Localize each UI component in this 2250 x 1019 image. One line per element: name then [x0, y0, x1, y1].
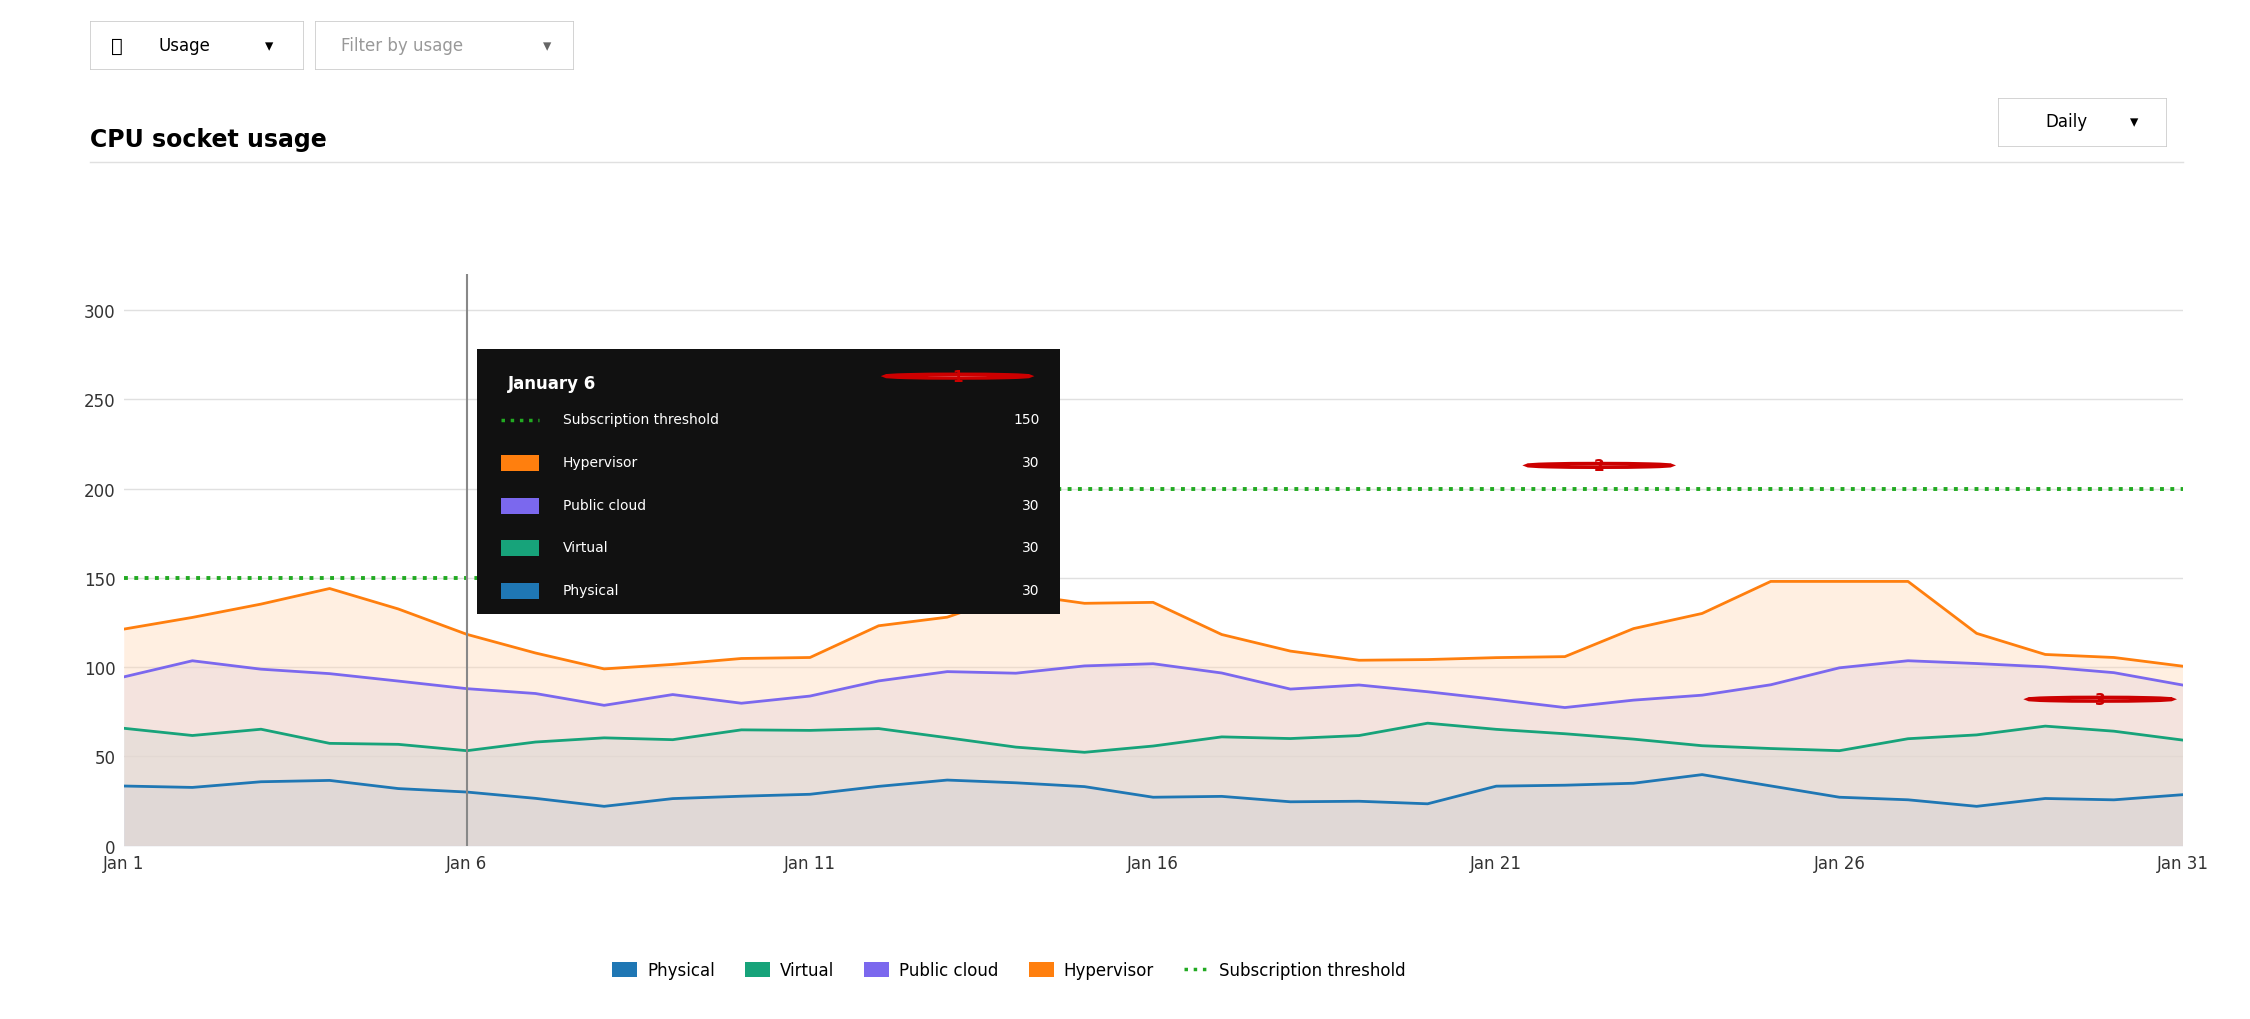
- Bar: [502, 541, 540, 556]
- Text: Filter by usage: Filter by usage: [342, 37, 464, 55]
- Bar: [502, 455, 540, 471]
- Text: 150: 150: [1012, 413, 1040, 426]
- Text: ▾: ▾: [2128, 113, 2138, 131]
- Text: 1: 1: [952, 369, 963, 384]
- Legend: Physical, Virtual, Public cloud, Hypervisor, Subscription threshold: Physical, Virtual, Public cloud, Hypervi…: [605, 955, 1413, 985]
- Text: Physical: Physical: [562, 584, 619, 597]
- Text: ▾: ▾: [542, 37, 551, 55]
- Text: 30: 30: [1022, 498, 1040, 512]
- Text: 30: 30: [1022, 455, 1040, 469]
- Circle shape: [886, 375, 1030, 379]
- FancyBboxPatch shape: [90, 22, 304, 71]
- Text: Usage: Usage: [158, 37, 209, 55]
- FancyBboxPatch shape: [315, 22, 574, 71]
- Text: Public cloud: Public cloud: [562, 498, 646, 512]
- FancyBboxPatch shape: [477, 350, 1060, 613]
- Circle shape: [1528, 464, 1672, 468]
- Bar: [502, 498, 540, 514]
- Text: Hypervisor: Hypervisor: [562, 455, 639, 469]
- Bar: [502, 584, 540, 599]
- Text: Subscription threshold: Subscription threshold: [562, 413, 720, 426]
- Text: CPU socket usage: CPU socket usage: [90, 127, 326, 152]
- Text: 2: 2: [1593, 459, 1604, 474]
- Text: ⬦: ⬦: [112, 37, 124, 55]
- Circle shape: [2027, 698, 2171, 701]
- Text: January 6: January 6: [508, 375, 596, 393]
- Text: 3: 3: [2095, 692, 2106, 707]
- Text: ▾: ▾: [266, 37, 274, 55]
- Text: 30: 30: [1022, 541, 1040, 554]
- Text: Daily: Daily: [2045, 113, 2088, 131]
- FancyBboxPatch shape: [1998, 99, 2167, 148]
- Text: Virtual: Virtual: [562, 541, 608, 554]
- Text: 30: 30: [1022, 584, 1040, 597]
